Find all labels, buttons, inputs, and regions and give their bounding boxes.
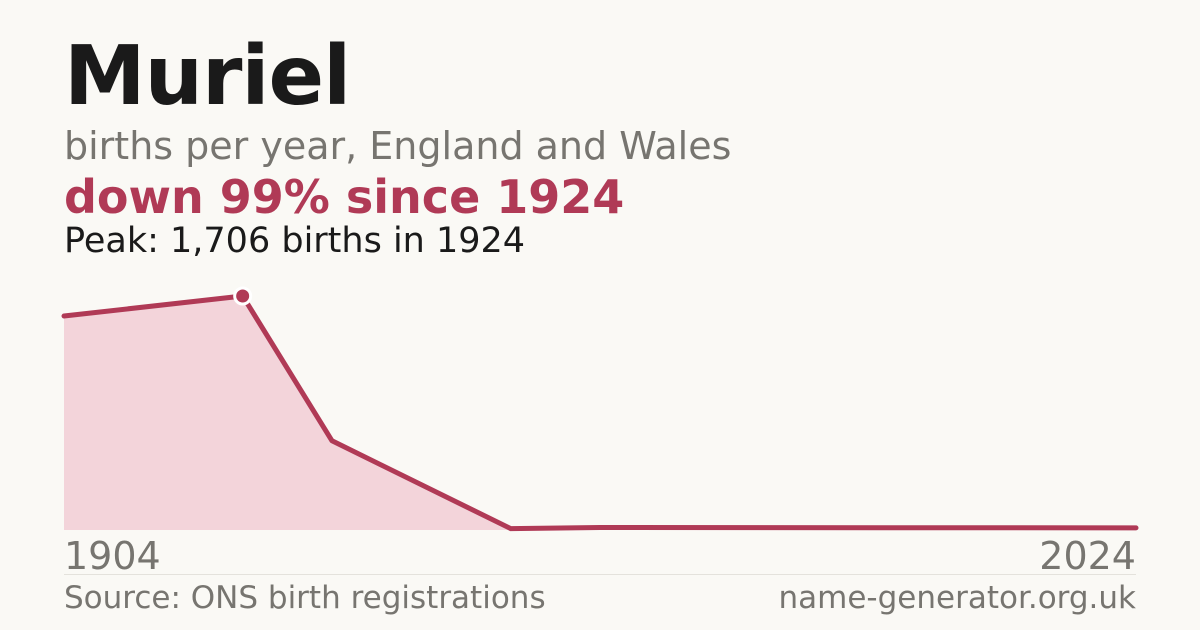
- chart-subtitle: births per year, England and Wales: [64, 124, 732, 168]
- x-tick-label-start: 1904: [64, 534, 161, 578]
- x-tick-label-end: 2024: [1039, 534, 1136, 578]
- peak-marker: [233, 286, 253, 306]
- site-credit: name-generator.org.uk: [778, 580, 1136, 616]
- source-credit: Source: ONS birth registrations: [64, 580, 546, 616]
- footer-divider: [64, 574, 1136, 575]
- trend-headline: down 99% since 1924: [64, 170, 625, 224]
- area-fill: [64, 296, 1136, 530]
- peak-summary: Peak: 1,706 births in 1924: [64, 221, 526, 261]
- page-title: Muriel: [64, 29, 351, 124]
- series-line: [61, 293, 1139, 532]
